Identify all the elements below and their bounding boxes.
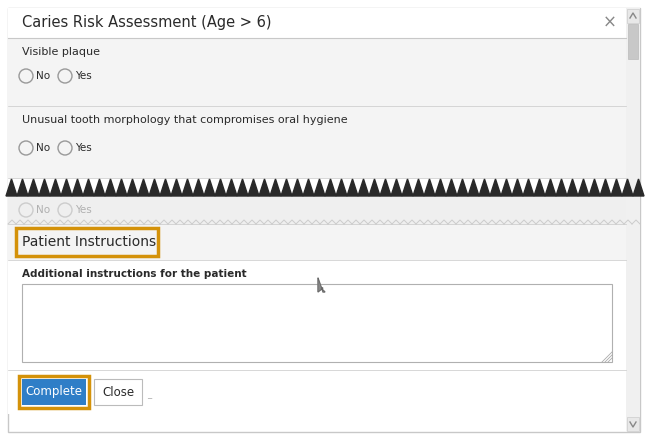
Polygon shape	[600, 179, 611, 196]
Polygon shape	[94, 179, 105, 196]
Bar	[8, 196, 626, 224]
Polygon shape	[248, 179, 259, 196]
Bar	[8, 8, 626, 38]
Bar	[19, 376, 89, 408]
Bar	[8, 260, 626, 370]
Polygon shape	[380, 179, 391, 196]
Polygon shape	[479, 179, 490, 196]
Polygon shape	[17, 179, 28, 196]
Polygon shape	[171, 179, 182, 196]
Bar	[627, 9, 639, 23]
Bar	[94, 379, 142, 405]
Bar	[628, 24, 638, 59]
Polygon shape	[39, 179, 50, 196]
Text: Yes: Yes	[75, 143, 92, 153]
Bar	[22, 379, 86, 405]
Polygon shape	[318, 278, 325, 292]
Polygon shape	[589, 179, 600, 196]
Text: Close: Close	[102, 385, 134, 399]
Polygon shape	[413, 179, 424, 196]
Text: _: _	[147, 390, 151, 400]
Polygon shape	[50, 179, 61, 196]
Polygon shape	[457, 179, 468, 196]
Bar	[8, 38, 626, 106]
Polygon shape	[633, 179, 644, 196]
Text: Additional instructions for the patient: Additional instructions for the patient	[22, 269, 247, 279]
Polygon shape	[204, 179, 215, 196]
Polygon shape	[556, 179, 567, 196]
Polygon shape	[116, 179, 127, 196]
Polygon shape	[424, 179, 435, 196]
Text: Complete: Complete	[26, 385, 82, 399]
Text: Yes: Yes	[75, 71, 92, 81]
FancyBboxPatch shape	[16, 228, 158, 256]
Polygon shape	[402, 179, 413, 196]
Text: Unusual tooth morphology that compromises oral hygiene: Unusual tooth morphology that compromise…	[22, 115, 348, 125]
Polygon shape	[468, 179, 479, 196]
Polygon shape	[303, 179, 314, 196]
Polygon shape	[501, 179, 512, 196]
Polygon shape	[567, 179, 578, 196]
Polygon shape	[160, 179, 171, 196]
Polygon shape	[226, 179, 237, 196]
Text: Yes: Yes	[75, 205, 92, 215]
Polygon shape	[578, 179, 589, 196]
Polygon shape	[512, 179, 523, 196]
Polygon shape	[435, 179, 446, 196]
Polygon shape	[127, 179, 138, 196]
Polygon shape	[270, 179, 281, 196]
Polygon shape	[83, 179, 94, 196]
Text: Patient Instructions: Patient Instructions	[22, 235, 156, 249]
Text: Caries Risk Assessment (Age > 6): Caries Risk Assessment (Age > 6)	[22, 15, 271, 30]
Polygon shape	[28, 179, 39, 196]
Bar	[8, 224, 626, 260]
Polygon shape	[149, 179, 160, 196]
Text: ×: ×	[603, 14, 617, 32]
Polygon shape	[237, 179, 248, 196]
Bar	[627, 417, 639, 431]
Polygon shape	[6, 179, 17, 196]
Polygon shape	[182, 179, 193, 196]
Polygon shape	[391, 179, 402, 196]
Text: No: No	[36, 71, 50, 81]
Polygon shape	[61, 179, 72, 196]
Bar	[626, 8, 640, 432]
Bar	[8, 106, 626, 178]
Polygon shape	[611, 179, 622, 196]
Polygon shape	[314, 179, 325, 196]
Polygon shape	[446, 179, 457, 196]
Polygon shape	[138, 179, 149, 196]
Text: No: No	[36, 205, 50, 215]
Polygon shape	[545, 179, 556, 196]
Polygon shape	[358, 179, 369, 196]
Polygon shape	[336, 179, 347, 196]
Polygon shape	[292, 179, 303, 196]
Polygon shape	[215, 179, 226, 196]
Bar	[8, 370, 626, 414]
Polygon shape	[369, 179, 380, 196]
Bar	[22, 284, 612, 362]
Polygon shape	[347, 179, 358, 196]
Polygon shape	[259, 179, 270, 196]
Polygon shape	[105, 179, 116, 196]
Polygon shape	[622, 179, 633, 196]
Text: No: No	[36, 143, 50, 153]
Polygon shape	[72, 179, 83, 196]
Polygon shape	[193, 179, 204, 196]
Polygon shape	[490, 179, 501, 196]
Polygon shape	[534, 179, 545, 196]
Polygon shape	[281, 179, 292, 196]
Polygon shape	[523, 179, 534, 196]
Polygon shape	[325, 179, 336, 196]
Text: Visible plaque: Visible plaque	[22, 47, 100, 57]
Bar	[8, 178, 626, 196]
